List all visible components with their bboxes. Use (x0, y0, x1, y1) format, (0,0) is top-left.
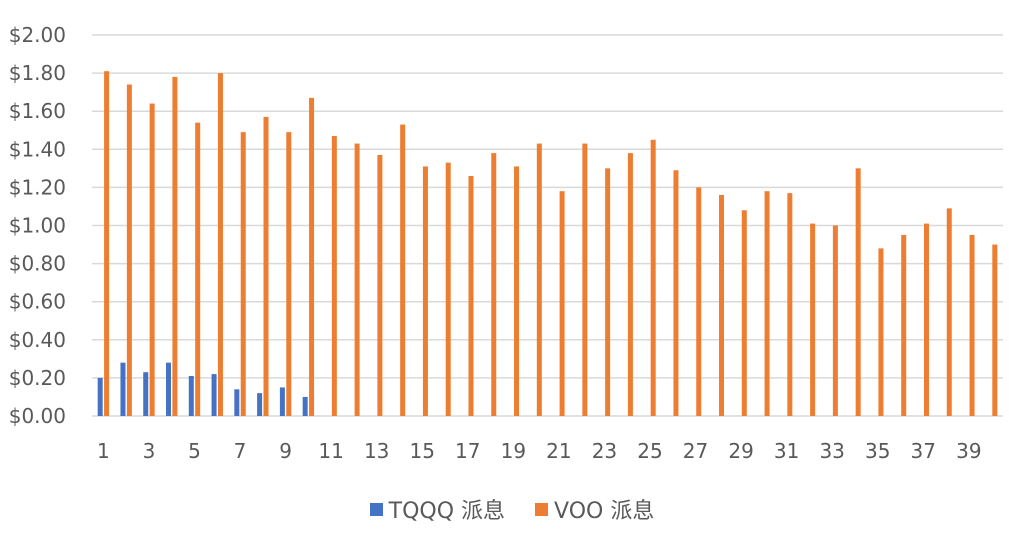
y-tick-label: $1.60 (9, 99, 66, 123)
bar-tqqq (143, 372, 149, 416)
bar-voo (741, 210, 747, 416)
x-tick-label: 25 (637, 439, 662, 463)
legend-label-tqqq: TQQQ 派息 (388, 499, 506, 524)
bar-voo (992, 244, 998, 416)
x-tick-label: 33 (819, 439, 844, 463)
bar-tqqq (97, 377, 103, 416)
x-tick-label: 39 (956, 439, 981, 463)
y-tick-label: $0.00 (9, 404, 66, 428)
y-tick-label: $0.60 (9, 290, 66, 314)
legend-swatch-tqqq (369, 502, 383, 516)
bar-voo (286, 132, 292, 416)
x-tick-label: 37 (911, 439, 936, 463)
bar-tqqq (120, 362, 126, 416)
bar-tqqq (234, 389, 240, 416)
bar-voo (832, 225, 838, 416)
y-tick-label: $1.80 (9, 61, 66, 85)
x-tick-label: 3 (143, 439, 156, 463)
bar-tqqq (302, 396, 308, 416)
x-tick-label: 15 (410, 439, 435, 463)
bar-voo (923, 223, 929, 416)
bar-voo (650, 139, 656, 416)
x-tick-label: 31 (774, 439, 799, 463)
bar-voo (377, 155, 383, 416)
bar-voo (901, 235, 907, 416)
bar-voo (559, 191, 565, 416)
bar-voo (354, 143, 360, 416)
x-tick-label: 27 (683, 439, 708, 463)
y-tick-label: $0.80 (9, 252, 66, 276)
chart-plot: $0.00 $0.20 $0.40 $0.60 $0.80 $1.00 $1.20 $1.40… (9, 23, 1003, 463)
y-tick-label: $1.20 (9, 175, 66, 199)
x-tick-label: 29 (728, 439, 753, 463)
bar-voo (172, 76, 178, 416)
bar-voo (195, 122, 201, 416)
bar-voo (104, 71, 110, 416)
x-tick-label: 23 (592, 439, 617, 463)
x-tick-label: 5 (188, 439, 201, 463)
bar-voo (764, 191, 770, 416)
y-axis-ticks: $0.00 $0.20 $0.40 $0.60 $0.80 $1.00 $1.20 $1.40… (9, 23, 66, 428)
bar-voo (582, 143, 588, 416)
y-tick-label: $0.20 (9, 366, 66, 390)
bar-voo (514, 166, 520, 416)
x-tick-label: 7 (234, 439, 247, 463)
bar-voo (468, 175, 474, 416)
bar-voo (149, 103, 155, 416)
bar-voo (331, 135, 337, 416)
bar-voo (696, 187, 702, 416)
bar-voo (400, 124, 406, 416)
x-axis-ticks: 1 3 5 7 9 11 13 15 17 19 21 23 25 27 29 31 33 35 37 39 (97, 439, 982, 463)
y-tick-label: $2.00 (9, 23, 66, 47)
bar-voo (605, 168, 611, 416)
x-tick-label: 17 (455, 439, 480, 463)
x-tick-label: 21 (546, 439, 571, 463)
x-tick-label: 19 (501, 439, 526, 463)
y-tick-label: $1.40 (9, 137, 66, 161)
y-tick-label: $0.40 (9, 328, 66, 352)
bar-voo (263, 116, 269, 416)
x-tick-label: 9 (279, 439, 292, 463)
bar-voo (810, 223, 816, 416)
bar-voo (969, 235, 975, 416)
x-tick-label: 11 (318, 439, 343, 463)
bar-tqqq (257, 393, 263, 416)
bar-voo (126, 84, 132, 416)
x-tick-label: 35 (865, 439, 890, 463)
bar-voo (627, 153, 633, 417)
bar-voo (422, 166, 428, 416)
bar-voo (491, 153, 497, 417)
bar-voo (946, 208, 952, 416)
legend-swatch-voo (535, 502, 549, 516)
bars (97, 71, 998, 417)
bar-tqqq (188, 375, 194, 416)
bar-voo (445, 162, 451, 416)
legend-label-voo: VOO 派息 (554, 499, 655, 524)
bar-tqqq (166, 362, 172, 416)
bar-voo (855, 168, 861, 416)
bar-tqqq (279, 387, 285, 416)
bar-voo (787, 193, 793, 416)
legend-item-voo: VOO 派息 (535, 493, 654, 525)
bar-tqqq (211, 374, 217, 416)
bar-voo (536, 143, 542, 416)
x-tick-label: 1 (97, 439, 110, 463)
bar-voo (719, 195, 725, 416)
bar-voo (309, 97, 315, 417)
x-tick-label: 13 (364, 439, 389, 463)
y-tick-label: $1.00 (9, 214, 66, 238)
bar-voo (240, 132, 246, 416)
legend: TQQQ 派息 VOO 派息 (0, 492, 1024, 526)
gridlines (92, 34, 1003, 417)
bar-voo (217, 73, 223, 416)
legend-item-tqqq: TQQQ 派息 (369, 493, 506, 525)
bar-voo (878, 248, 884, 416)
bar-voo (673, 170, 679, 416)
